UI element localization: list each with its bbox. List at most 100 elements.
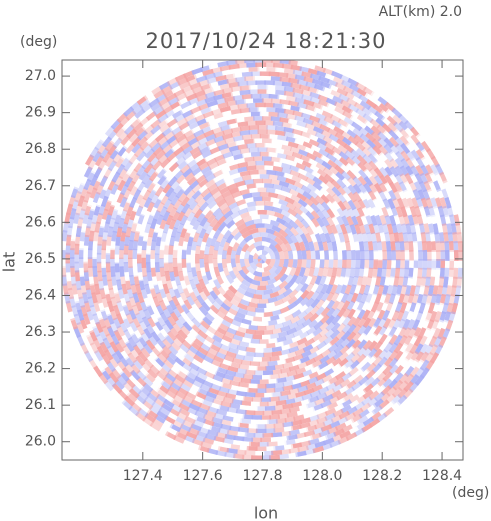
- echo-cell: [177, 314, 187, 325]
- echo-cell: [202, 338, 213, 348]
- echo-cell: [213, 240, 221, 251]
- echo-cell: [330, 224, 339, 235]
- echo-cell: [349, 115, 361, 125]
- echo-cell: [190, 302, 201, 314]
- echo-cell: [204, 335, 216, 345]
- echo-cell: [396, 223, 403, 235]
- echo-cell: [123, 244, 129, 255]
- echo-cell: [213, 89, 225, 96]
- echo-cell: [290, 194, 301, 203]
- echo-cell: [149, 205, 158, 217]
- echo-cell: [310, 233, 318, 244]
- echo-cell: [320, 306, 331, 318]
- echo-cell: [230, 131, 242, 138]
- echo-cell: [304, 332, 316, 342]
- echo-cell: [325, 180, 336, 191]
- echo-cell: [249, 401, 260, 407]
- echo-cell: [316, 142, 328, 152]
- echo-cell: [277, 134, 288, 141]
- echo-cell: [306, 183, 318, 193]
- echo-cell: [302, 141, 314, 150]
- echo-cell: [282, 380, 294, 387]
- echo-cell: [301, 89, 313, 97]
- echo-cell: [221, 258, 228, 268]
- echo-cell: [308, 134, 320, 143]
- echo-cell: [221, 190, 232, 199]
- echo-cell: [115, 270, 121, 282]
- echo-cell: [101, 296, 109, 308]
- echo-cell: [166, 151, 178, 162]
- echo-cell: [191, 438, 204, 447]
- echo-cell: [246, 271, 256, 280]
- echo-cell: [299, 66, 311, 73]
- echo-cell: [164, 148, 175, 159]
- echo-cell: [267, 360, 278, 367]
- echo-cell: [133, 275, 140, 286]
- echo-cell: [219, 442, 232, 449]
- echo-cell: [336, 178, 347, 189]
- echo-cell: [252, 293, 262, 300]
- echo-cell: [120, 275, 126, 286]
- echo-cell: [228, 122, 240, 129]
- echo-cell: [173, 266, 179, 277]
- echo-cell: [191, 67, 204, 75]
- echo-cell: [157, 316, 166, 327]
- echo-cell: [186, 117, 198, 126]
- echo-cell: [426, 267, 432, 279]
- echo-cell: [286, 73, 298, 80]
- echo-cell: [182, 240, 189, 251]
- echo-cell: [235, 311, 246, 319]
- echo-cell: [400, 250, 405, 261]
- echo-cell: [249, 338, 260, 344]
- echo-cell: [105, 243, 111, 255]
- echo-cell: [189, 442, 202, 451]
- echo-cell: [246, 102, 257, 108]
- echo-cell: [231, 376, 243, 383]
- echo-cell: [66, 279, 73, 291]
- echo-cell: [116, 300, 124, 312]
- echo-cell: [224, 114, 236, 121]
- echo-cell: [332, 403, 345, 413]
- echo-cell: [267, 233, 277, 241]
- echo-cell: [421, 241, 428, 252]
- echo-cell: [409, 223, 417, 235]
- echo-cell: [75, 225, 82, 238]
- echo-cell: [316, 70, 328, 79]
- echo-cell: [230, 205, 241, 214]
- echo-cell: [327, 127, 339, 137]
- echo-cell: [130, 222, 138, 234]
- echo-cell: [171, 295, 180, 307]
- echo-cell: [252, 334, 262, 340]
- echo-cell: [307, 109, 319, 118]
- x-tick-label: 127.8: [242, 468, 282, 484]
- echo-cell: [191, 240, 198, 251]
- echo-cell: [183, 335, 195, 346]
- echo-cell: [435, 267, 441, 279]
- echo-cell: [239, 67, 251, 73]
- echo-cell: [111, 275, 117, 286]
- echo-cell: [253, 60, 264, 63]
- echo-cell: [228, 201, 239, 211]
- echo-cell: [138, 308, 147, 320]
- echo-cell: [242, 215, 253, 223]
- echo-cell: [114, 213, 122, 225]
- echo-cell: [237, 207, 249, 216]
- echo-cell: [186, 262, 192, 273]
- echo-cell: [213, 435, 225, 443]
- echo-cell: [183, 185, 194, 196]
- echo-cell: [199, 216, 209, 227]
- echo-cell: [210, 270, 218, 282]
- echo-cell: [210, 383, 222, 391]
- echo-cell: [142, 275, 149, 286]
- echo-cell: [104, 200, 112, 212]
- echo-cell: [226, 118, 238, 125]
- echo-cell: [290, 123, 301, 131]
- echo-cell: [162, 182, 172, 194]
- echo-cell: [305, 282, 314, 293]
- echo-cell: [311, 359, 323, 369]
- echo-cell: [277, 222, 288, 232]
- echo-cell: [398, 326, 407, 339]
- echo-cell: [239, 107, 251, 114]
- echo-cell: [272, 121, 284, 127]
- echo-cell: [159, 348, 170, 360]
